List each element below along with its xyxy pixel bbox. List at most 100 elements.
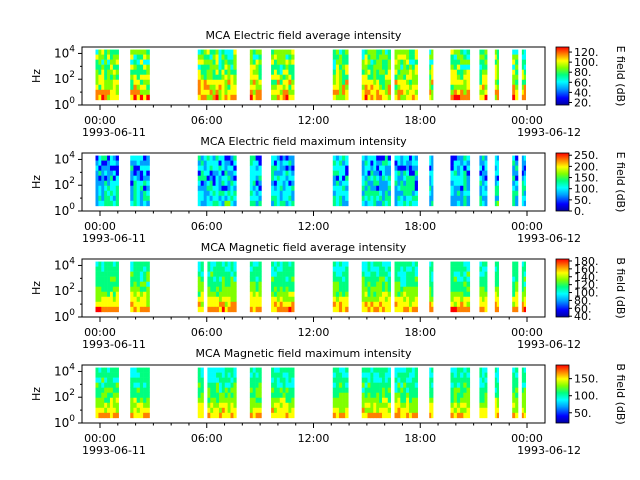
spectrogram-cell (379, 397, 383, 404)
spectrogram-cell (403, 306, 407, 313)
spectrogram-cell (494, 84, 498, 91)
spectrogram-cell (370, 291, 374, 298)
spectrogram-cell (218, 397, 223, 404)
spectrogram-cell (271, 74, 275, 81)
spectrogram-cell (400, 271, 404, 277)
spectrogram-cell (273, 180, 278, 187)
spectrogram-cell (370, 367, 374, 373)
spectrogram-cell (521, 301, 525, 308)
spectrogram-cell (456, 79, 461, 86)
spectrogram-cell (109, 306, 114, 313)
spectrogram-cell (130, 261, 134, 267)
spectrogram-cell (496, 165, 499, 171)
colorbar-tick-label: 120. (574, 279, 599, 292)
spectrogram-cell (115, 74, 119, 81)
spectrogram-cell (109, 64, 114, 70)
spectrogram-cell (367, 372, 371, 378)
spectrogram-cell (453, 397, 458, 404)
spectrogram-cell (411, 377, 416, 383)
spectrogram-cell (279, 64, 283, 70)
spectrogram-cell (95, 286, 99, 293)
spectrogram-cell (107, 59, 111, 65)
spectrogram-cell (450, 392, 454, 399)
spectrogram-cell (381, 195, 386, 202)
spectrogram-cell (345, 69, 349, 76)
spectrogram-cell (279, 190, 283, 197)
spectrogram-cell (384, 84, 389, 91)
spectrogram-cell (364, 54, 368, 60)
spectrogram-cell (381, 387, 386, 394)
spectrogram-cell (98, 387, 102, 394)
spectrogram-cell (338, 301, 343, 308)
spectrogram-cell (273, 175, 278, 182)
spectrogram-cell (101, 84, 105, 91)
spectrogram-cell (255, 291, 259, 298)
spectrogram-cell (521, 170, 525, 176)
spectrogram-cell (98, 377, 102, 383)
spectrogram-cell (285, 392, 289, 399)
spectrogram-cell (460, 397, 464, 404)
spectrogram-cell (197, 160, 202, 166)
spectrogram-cell (453, 412, 458, 419)
spectrogram-cell (112, 190, 117, 197)
spectrogram-cell (218, 79, 222, 86)
spectrogram-cell (379, 301, 383, 308)
spectrogram-cell (367, 175, 371, 182)
spectrogram-cell (515, 195, 519, 202)
spectrogram-cell (146, 64, 150, 70)
spectrogram-cell (221, 59, 225, 65)
spectrogram-cell (403, 54, 407, 60)
spectrogram-cell (332, 372, 337, 378)
spectrogram-cell (233, 367, 237, 373)
spectrogram-cell (139, 49, 144, 55)
spectrogram-cell (496, 412, 499, 419)
spectrogram-cell (381, 296, 386, 303)
spectrogram-cell (494, 372, 498, 378)
spectrogram-cell (384, 155, 389, 161)
spectrogram-cell (288, 165, 292, 171)
spectrogram-cell (463, 367, 467, 373)
spectrogram-cell (364, 266, 368, 272)
spectrogram-cell (215, 69, 219, 76)
spectrogram-cell (460, 175, 464, 182)
spectrogram-cell (450, 74, 454, 81)
spectrogram-cell (403, 180, 407, 187)
spectrogram-cell (230, 377, 234, 383)
spectrogram-cell (414, 286, 418, 293)
spectrogram-cell (387, 281, 391, 288)
spectrogram-cell (285, 190, 289, 197)
spectrogram-cell (115, 261, 119, 267)
spectrogram-cell (218, 271, 223, 277)
spectrogram-heatmap (95, 367, 527, 419)
spectrogram-cell (521, 84, 525, 91)
spectrogram-cell (496, 74, 499, 81)
spectrogram-cell (252, 180, 256, 187)
spectrogram-cell (200, 402, 204, 409)
spectrogram-cell (282, 185, 286, 192)
spectrogram-cell (512, 180, 516, 187)
spectrogram-cell (288, 54, 292, 60)
spectrogram-cell (130, 180, 134, 187)
spectrogram-cell (463, 170, 467, 176)
spectrogram-cell (367, 281, 371, 288)
spectrogram-cell (361, 69, 365, 76)
spectrogram-cell (512, 49, 516, 55)
spectrogram-cell (258, 372, 262, 378)
spectrogram-cell (95, 306, 99, 313)
colorbar-tick-label: 40. (574, 310, 592, 323)
spectrogram-cell (429, 180, 432, 187)
spectrogram-cell (291, 170, 295, 176)
spectrogram-cell (394, 79, 398, 86)
spectrogram-cell (408, 281, 413, 288)
spectrogram-cell (397, 291, 401, 298)
spectrogram-cell (282, 306, 286, 313)
spectrogram-cell (252, 195, 256, 202)
colorbar-label: E field (dB) (614, 152, 627, 213)
spectrogram-cell (361, 412, 365, 419)
spectrogram-cell (216, 367, 220, 373)
spectrogram-cell (453, 59, 458, 65)
spectrogram-cell (367, 74, 371, 81)
spectrogram-cell (342, 392, 346, 399)
spectrogram-cell (521, 79, 525, 86)
spectrogram-cell (282, 276, 286, 282)
